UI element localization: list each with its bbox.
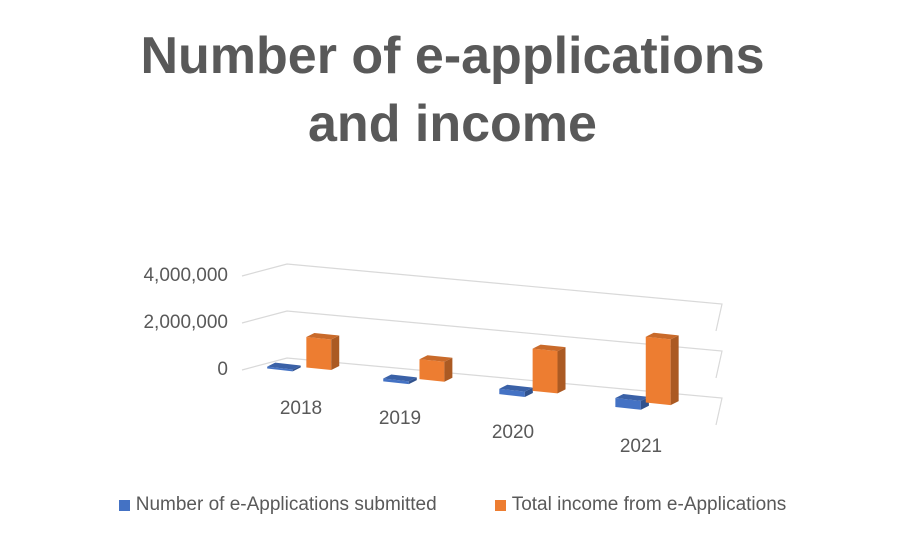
bar-2020-income <box>532 344 566 394</box>
gridline <box>241 357 723 426</box>
legend: Number of e-Applications submitted Total… <box>0 494 905 516</box>
bar-top-face <box>499 384 533 392</box>
bar-front-face <box>615 398 641 410</box>
gridline <box>241 263 723 332</box>
bar-top-face <box>267 362 301 370</box>
bar-front-face <box>267 366 293 372</box>
bar-side-face <box>444 357 453 382</box>
bar-2018-income <box>306 332 340 371</box>
bar-front-face <box>532 348 558 394</box>
y-tick-label: 2,000,000 <box>143 312 228 333</box>
bar-top-face <box>615 394 649 401</box>
bar-2019-income <box>419 355 453 382</box>
bar-top-face <box>419 355 453 362</box>
x-tick-label: 2021 <box>620 436 662 457</box>
x-tick-label: 2019 <box>379 408 421 429</box>
bar-top-face <box>306 332 340 340</box>
y-tick-label: 4,000,000 <box>143 265 228 286</box>
bar-2021-applications <box>615 394 649 410</box>
chart-title: Number of e-applications and income <box>0 22 905 158</box>
bar-side-face <box>557 347 566 394</box>
y-axis-ticks: 0 2,000,000 4,000,000 <box>143 265 228 380</box>
x-tick-label: 2020 <box>492 422 534 443</box>
x-axis-ticks: 2018 2019 2020 2021 <box>280 398 662 457</box>
x-tick-label: 2018 <box>280 398 322 419</box>
bar-side-face <box>670 335 679 406</box>
bar-front-face <box>306 336 332 371</box>
bar-2018-applications <box>267 362 301 372</box>
legend-swatch-income <box>494 499 506 511</box>
bar-front-face <box>419 359 445 382</box>
bar-side-face <box>292 365 301 372</box>
bar-side-face <box>331 335 340 371</box>
bar-front-face <box>499 388 525 397</box>
bar-front-face <box>383 378 409 385</box>
legend-item-income: Total income from e-Applications <box>494 494 787 516</box>
gridline <box>241 310 723 379</box>
bar-side-face <box>524 387 533 397</box>
y-tick-label: 0 <box>217 359 228 380</box>
bar-2021-income <box>645 332 679 406</box>
bar-front-face <box>645 336 671 406</box>
legend-label-applications: Number of e-Applications submitted <box>135 494 437 515</box>
bar-side-face <box>408 377 417 385</box>
legend-label-income: Total income from e-Applications <box>511 494 787 515</box>
legend-item-applications: Number of e-Applications submitted <box>118 494 437 516</box>
chart-title-line-2: and income <box>308 95 597 153</box>
bar-2020-applications <box>499 384 533 397</box>
bar-2019-applications <box>383 374 417 385</box>
legend-swatch-applications <box>118 499 130 511</box>
bar-top-face <box>383 374 417 382</box>
chart-title-line-1: Number of e-applications <box>140 27 765 85</box>
bar-top-face <box>532 344 566 352</box>
bars <box>267 332 679 410</box>
bar-top-face <box>645 332 679 340</box>
gridlines <box>241 263 723 426</box>
